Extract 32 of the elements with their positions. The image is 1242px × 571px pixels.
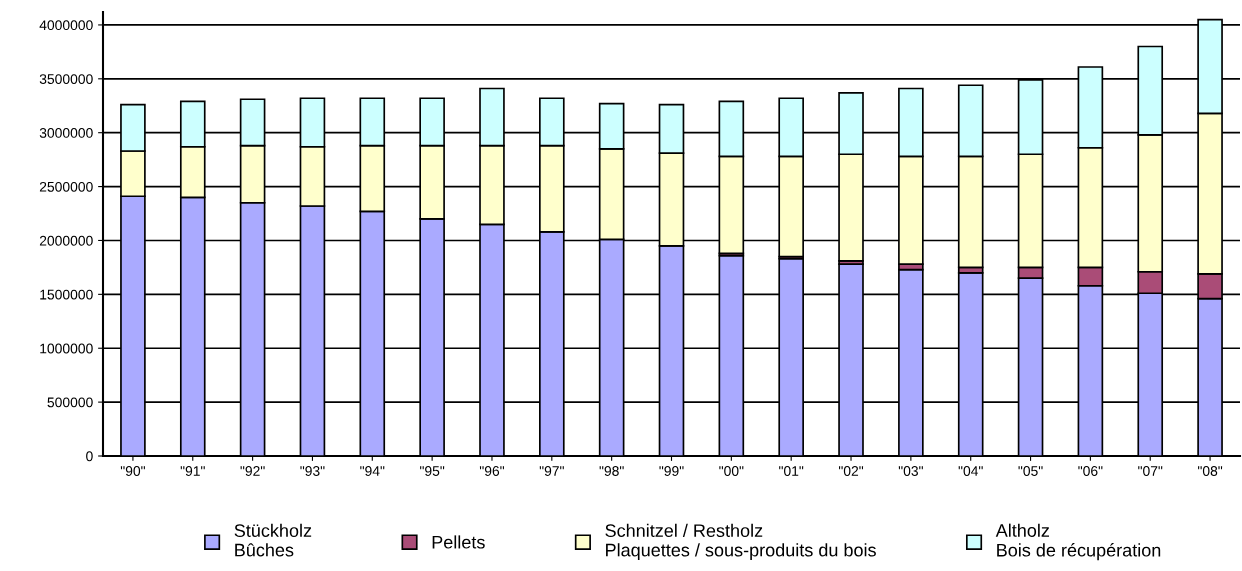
x-tick-label: "01" — [779, 466, 804, 476]
x-tick-label: "97" — [539, 466, 564, 476]
x-tick-label: "95" — [420, 466, 445, 476]
x-tick-label: "90" — [120, 466, 145, 476]
y-tick-label: 1000000 — [40, 343, 93, 354]
legend-label: Schnitzel / Restholz Plaquettes / sous-produits du bois — [605, 523, 876, 561]
x-tick-label: "96" — [479, 466, 505, 476]
x-tick-label: "00" — [719, 466, 744, 476]
y-tick-label: 3000000 — [39, 128, 93, 138]
x-tick-label: "03" — [898, 466, 923, 476]
y-tick-label: 4000000 — [39, 20, 93, 31]
x-tick-label: "08" — [1198, 466, 1223, 476]
y-tick-label: 2000000 — [39, 235, 93, 246]
legend-label: Stückholz Bûches — [234, 523, 312, 557]
y-tick-label: 2500000 — [39, 181, 93, 192]
y-tick-label: 1500000 — [40, 289, 93, 300]
x-tick-label: "93" — [300, 466, 325, 476]
x-tick-label: "92" — [240, 466, 265, 476]
x-tick-label: "04" — [958, 466, 983, 476]
x-tick-label: "02" — [838, 466, 864, 476]
legend-label: Pellets — [432, 535, 485, 549]
x-tick-label: "98" — [599, 466, 624, 476]
y-tick-label: 3500000 — [39, 74, 93, 84]
x-tick-label: "91" — [180, 466, 205, 476]
y-tick-label: 0 — [86, 451, 93, 462]
x-tick-label: "05" — [1018, 466, 1043, 476]
x-tick-label: "99" — [659, 466, 684, 476]
y-tick-label: 500000 — [47, 397, 93, 408]
x-tick-label: "94" — [360, 466, 385, 476]
x-tick-label: "06" — [1078, 466, 1103, 476]
legend-label: Altholz Bois de récupération — [995, 523, 1161, 561]
x-tick-label: "07" — [1138, 466, 1163, 476]
